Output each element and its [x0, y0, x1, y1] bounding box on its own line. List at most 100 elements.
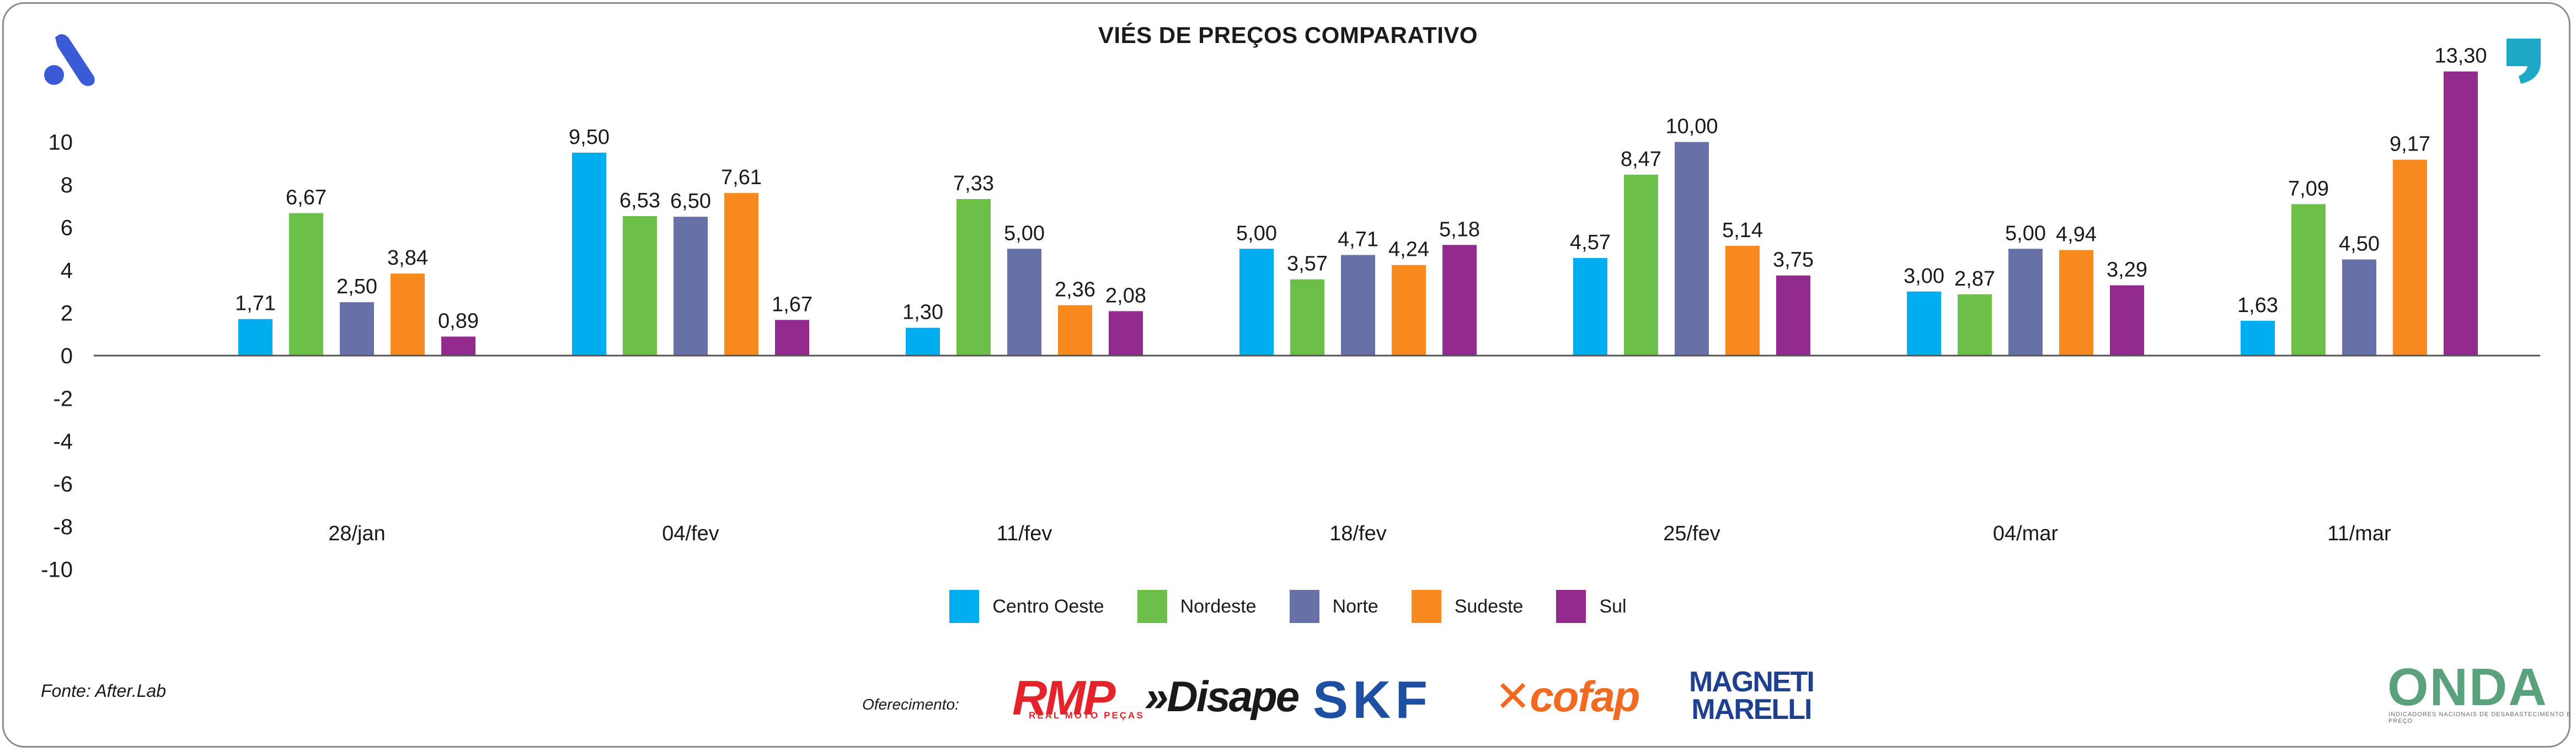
onda-logo-subtitle: INDICADORES NACIONAIS DE DESABASTECIMENT…	[2388, 711, 2572, 724]
legend-label: Nordeste	[1180, 595, 1257, 617]
bar-data-label: 3,57	[1287, 253, 1328, 276]
bar-data-label: 0,89	[438, 310, 479, 333]
bar-sul	[1109, 311, 1143, 356]
bar-centro-oeste	[572, 152, 606, 356]
bar-data-label: 5,18	[1439, 218, 1480, 241]
cofap-logo-text: cofap	[1530, 672, 1640, 721]
legend-item: Sul	[1556, 590, 1627, 623]
bar-data-label: 7,33	[953, 172, 994, 195]
bar-sul	[2444, 71, 2478, 356]
bar-data-label: 9,17	[2390, 133, 2430, 156]
bar-centro-oeste	[1239, 249, 1274, 356]
x-tick-label: 18/fev	[1329, 522, 1387, 545]
bar-centro-oeste	[906, 327, 940, 356]
magneti-logo-line2: MARELLI	[1691, 694, 1812, 726]
y-tick-label: 8	[61, 173, 73, 197]
y-tick-label: 0	[61, 344, 73, 368]
bar-nordeste	[2291, 204, 2326, 356]
quote-icon	[2506, 39, 2541, 84]
x-axis: 28/jan 04/fev 11/fev 18/fev 25/fev 04/mar 11/m…	[328, 522, 2391, 545]
bar-sul	[775, 320, 809, 356]
bar-data-label: 4,71	[1338, 228, 1378, 251]
bar-data-label: 3,00	[1904, 265, 1944, 288]
y-tick-label: 4	[61, 259, 73, 283]
after-lab-logo-icon	[44, 34, 95, 86]
bar-data-label: 3,29	[2107, 259, 2147, 282]
bar-centro-oeste	[2241, 320, 2275, 356]
y-tick-label: -10	[41, 558, 73, 582]
x-tick-label: 04/mar	[1993, 522, 2059, 545]
bar-data-label: 10,00	[1665, 115, 1718, 138]
y-tick-label: -8	[53, 515, 73, 539]
bar-nordeste	[289, 213, 323, 356]
legend-swatch	[949, 590, 980, 623]
cofap-logo: ✕cofap	[1495, 672, 1640, 721]
bar-data-label: 2,08	[1105, 284, 1146, 307]
y-tick-label: 2	[61, 302, 73, 326]
bar-norte	[1341, 255, 1375, 356]
bar-sudeste	[1058, 305, 1092, 356]
x-tick-label: 04/fev	[662, 522, 719, 545]
magneti-logo-line1: MAGNETI	[1689, 666, 1815, 698]
bar-data-label: 5,00	[1236, 222, 1277, 245]
bar-nordeste	[623, 216, 657, 356]
bar-data-label: 7,09	[2288, 177, 2329, 200]
bar-data-label: 5,00	[1004, 222, 1045, 245]
bar-centro-oeste	[238, 319, 272, 356]
y-tick-label: 10	[49, 131, 73, 155]
bar-data-label: 3,84	[387, 246, 428, 270]
bar-sudeste	[2059, 250, 2093, 356]
x-tick-label: 28/jan	[328, 522, 386, 545]
bar-data-label: 2,87	[1954, 267, 1995, 291]
legend-item: Centro Oeste	[949, 590, 1104, 623]
legend-label: Centro Oeste	[992, 595, 1104, 617]
sponsor-label: Oferecimento:	[862, 696, 959, 713]
bars-group	[238, 71, 2478, 356]
bar-data-label: 2,50	[336, 275, 377, 298]
legend-item: Norte	[1289, 590, 1378, 623]
bar-nordeste	[1624, 174, 1658, 356]
bar-data-label: 1,30	[902, 301, 943, 324]
bar-data-label: 1,71	[235, 292, 276, 315]
bar-data-label: 1,67	[772, 293, 813, 316]
skf-logo: SKF	[1313, 670, 1432, 729]
rmp-logo-subtitle: REAL MOTO PEÇAS	[1029, 710, 1145, 721]
y-axis: 10 8 6 4 2 0 -2 -4 -6 -8 -10	[41, 131, 73, 582]
rmp-logo: RMP	[1012, 670, 1116, 725]
bar-norte	[340, 302, 374, 356]
bar-sudeste	[1725, 245, 1760, 356]
bar-nordeste	[1958, 294, 1992, 356]
bar-norte	[2008, 249, 2043, 356]
legend-item: Sudeste	[1411, 590, 1524, 623]
x-tick-label: 11/fev	[997, 522, 1052, 545]
bar-norte	[2342, 259, 2376, 356]
bar-data-label: 8,47	[1621, 148, 1661, 171]
bar-centro-oeste	[1907, 291, 1941, 356]
y-tick-label: -2	[53, 387, 73, 411]
x-tick-label: 11/mar	[2327, 522, 2391, 545]
bar-data-label: 13,30	[2434, 45, 2487, 68]
bar-data-label: 6,67	[286, 186, 327, 210]
bar-sul	[2110, 285, 2144, 356]
bar-nordeste	[956, 198, 991, 356]
bar-sudeste	[1392, 265, 1426, 356]
bar-sudeste	[724, 193, 758, 356]
bar-data-label: 1,63	[2237, 294, 2278, 317]
bar-norte	[1007, 249, 1041, 356]
bar-data-label: 4,94	[2056, 223, 2097, 246]
bar-nordeste	[1290, 279, 1324, 356]
bar-data-label: 4,50	[2339, 233, 2380, 256]
bar-data-label: 4,24	[1388, 238, 1429, 261]
bar-data-label: 7,61	[721, 166, 762, 189]
legend-label: Sudeste	[1454, 595, 1524, 617]
y-tick-label: 6	[61, 216, 73, 240]
bar-data-label: 3,75	[1773, 249, 1814, 272]
bar-sudeste	[391, 273, 425, 356]
bar-norte	[674, 217, 708, 356]
data-labels: 1,71 6,67 2,50 3,84 0,89 9,50 6,53 6,50 7,61 1,67…	[235, 45, 2487, 333]
legend-swatch	[1289, 590, 1319, 623]
legend-swatch	[1556, 590, 1586, 623]
magneti-marelli-logo: MAGNETI MARELLI	[1689, 666, 1815, 726]
legend-label: Norte	[1332, 595, 1378, 617]
